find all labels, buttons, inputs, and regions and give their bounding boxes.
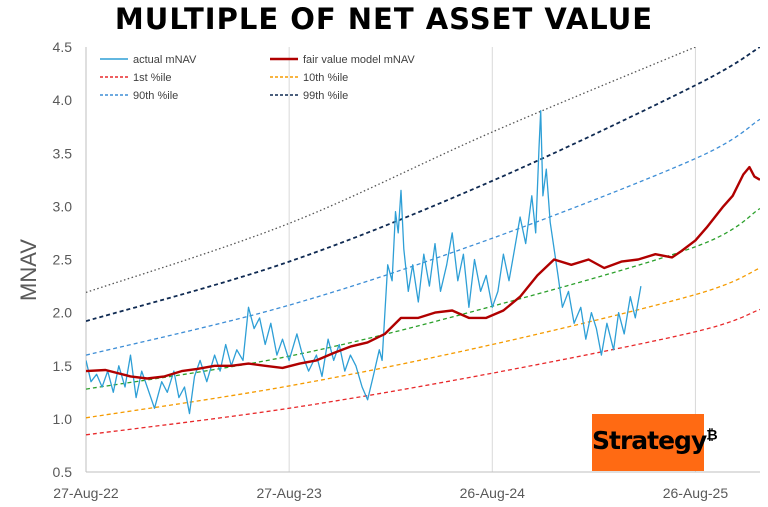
legend-label: fair value model mNAV bbox=[303, 54, 415, 66]
axes bbox=[85, 47, 760, 473]
series-line-fair-value-model-mnav bbox=[86, 165, 760, 380]
legend: actual mNAV fair value model mNAV 1st %ile… bbox=[100, 54, 415, 102]
y-tick-label: 4.5 bbox=[53, 39, 73, 55]
grid bbox=[85, 47, 696, 472]
legend-label: 1st %ile bbox=[133, 72, 172, 84]
x-tick-label: 27-Aug-22 bbox=[53, 485, 119, 501]
y-tick-label: 4.0 bbox=[53, 92, 73, 108]
x-tick-label: 27-Aug-23 bbox=[256, 485, 322, 501]
strategy-logo: Strategy₿ bbox=[592, 414, 718, 471]
series-line-upper-band bbox=[86, 47, 696, 294]
y-tick-label: 2.0 bbox=[53, 305, 73, 321]
x-tick-label: 26-Aug-24 bbox=[460, 485, 526, 501]
y-tick-label: 1.0 bbox=[53, 411, 73, 427]
chart-title: MULTIPLE OF NET ASSET VALUE bbox=[114, 2, 654, 36]
series-line-90th-ile bbox=[86, 118, 760, 356]
series-line-fair-value-trend bbox=[86, 207, 760, 390]
legend-label: 10th %ile bbox=[303, 72, 348, 84]
ticks: 27-Aug-22 27-Aug-23 26-Aug-24 26-Aug-25 0.5 1… bbox=[53, 39, 729, 501]
y-axis-label: MNAV bbox=[16, 239, 41, 301]
y-tick-label: 0.5 bbox=[53, 464, 73, 480]
series-line-actual-mnav bbox=[86, 110, 642, 415]
legend-label: actual mNAV bbox=[133, 54, 197, 66]
series-line-99th-ile bbox=[86, 47, 760, 322]
y-tick-label: 1.5 bbox=[53, 358, 73, 374]
logo-text: Strategy bbox=[592, 426, 707, 455]
y-tick-label: 2.5 bbox=[53, 252, 73, 268]
bitcoin-icon: ₿ bbox=[706, 427, 718, 444]
x-tick-label: 26-Aug-25 bbox=[663, 485, 729, 501]
y-tick-label: 3.5 bbox=[53, 145, 73, 161]
series-line-1st-ile bbox=[86, 308, 760, 436]
y-tick-label: 3.0 bbox=[53, 198, 73, 214]
legend-label: 99th %ile bbox=[303, 90, 348, 102]
series bbox=[86, 47, 760, 436]
legend-label: 90th %ile bbox=[133, 90, 178, 102]
series-line-10th-ile bbox=[86, 267, 760, 419]
